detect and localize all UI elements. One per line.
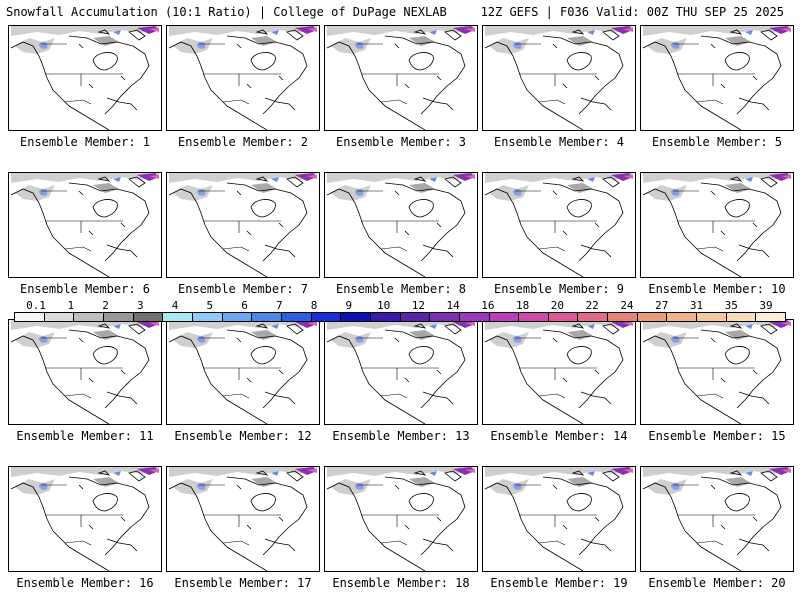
colorbar-tick-label: 10 <box>376 299 391 312</box>
colorbar-tick-label: 8 <box>310 299 318 312</box>
ensemble-map-20 <box>640 466 794 572</box>
ensemble-member-label: Ensemble Member: 8 <box>335 282 467 296</box>
ensemble-member-label: Ensemble Member: 7 <box>177 282 309 296</box>
colorbar-swatch <box>756 313 786 321</box>
colorbar-swatch <box>637 313 668 321</box>
colorbar-swatch <box>370 313 401 321</box>
ensemble-member-label: Ensemble Member: 3 <box>335 135 467 149</box>
ensemble-member-label: Ensemble Member: 20 <box>648 576 786 590</box>
ensemble-member-label: Ensemble Member: 5 <box>651 135 783 149</box>
ensemble-member-label: Ensemble Member: 18 <box>332 576 470 590</box>
ensemble-map-2 <box>166 25 320 131</box>
ensemble-map-9 <box>482 172 636 278</box>
colorbar-swatch <box>459 313 490 321</box>
ensemble-member-label: Ensemble Member: 10 <box>648 282 786 296</box>
colorbar-tick-label: 27 <box>655 299 669 312</box>
colorbar-tick-label: 0.1 <box>26 299 46 312</box>
colorbar-swatch <box>163 313 193 321</box>
ensemble-map-17 <box>166 466 320 572</box>
ensemble-member-label: Ensemble Member: 1 <box>19 135 151 149</box>
colorbar-tick-label: 12 <box>411 299 425 312</box>
ensemble-map-12 <box>166 319 320 425</box>
ensemble-map-5 <box>640 25 794 131</box>
colorbar-swatch <box>548 313 579 321</box>
colorbar-swatch <box>311 313 342 321</box>
colorbar-tick-label: 9 <box>345 299 353 312</box>
ensemble-map-6 <box>8 172 162 278</box>
colorbar-swatch <box>103 313 134 321</box>
colorbar-labels: 0.1 1 2 3 4 5 6 7 8 9 10 12 14 16 18 20 22 24 27 31 35 39 <box>14 300 786 312</box>
colorbar-tick-label: 31 <box>689 299 704 312</box>
colorbar-tick-label: 16 <box>481 299 495 312</box>
colorbar-tick-label: 3 <box>136 299 144 312</box>
ensemble-member-label: Ensemble Member: 4 <box>493 135 625 149</box>
colorbar-tick-label: 39 <box>759 299 773 312</box>
colorbar-swatch <box>489 313 520 321</box>
ensemble-map-19 <box>482 466 636 572</box>
colorbar-tick-label: 22 <box>585 299 599 312</box>
colorbar-swatches <box>14 312 786 322</box>
ensemble-member-label: Ensemble Member: 19 <box>490 576 628 590</box>
colorbar-swatch <box>667 313 698 321</box>
ensemble-member-label: Ensemble Member: 12 <box>174 429 312 443</box>
ensemble-member-label: Ensemble Member: 6 <box>19 282 151 296</box>
ensemble-map-16 <box>8 466 162 572</box>
ensemble-map-4 <box>482 25 636 131</box>
chart-title: Snowfall Accumulation (10:1 Ratio) | Col… <box>6 5 447 19</box>
colorbar-swatch <box>341 313 371 321</box>
ensemble-map-10 <box>640 172 794 278</box>
ensemble-member-label: Ensemble Member: 16 <box>16 576 154 590</box>
ensemble-member-label: Ensemble Member: 15 <box>648 429 786 443</box>
ensemble-map-13 <box>324 319 478 425</box>
colorbar-swatch <box>697 313 727 321</box>
colorbar-swatch <box>74 313 104 321</box>
colorbar-swatch <box>430 313 460 321</box>
colorbar-tick-label: 5 <box>206 299 214 312</box>
colorbar-swatch <box>133 313 164 321</box>
ensemble-map-3 <box>324 25 478 131</box>
colorbar-swatch <box>519 313 549 321</box>
colorbar-tick-label: 20 <box>550 299 565 312</box>
ensemble-map-15 <box>640 319 794 425</box>
colorbar-tick-label: 7 <box>276 299 283 312</box>
colorbar-legend: 0.1 1 2 3 4 5 6 7 8 9 10 12 14 16 18 20 22 24 27 31 35 39 <box>14 300 786 322</box>
ensemble-member-label: Ensemble Member: 9 <box>493 282 625 296</box>
colorbar-tick-label: 18 <box>516 299 530 312</box>
colorbar-swatch <box>192 313 223 321</box>
colorbar-swatch <box>252 313 282 321</box>
ensemble-member-label: Ensemble Member: 2 <box>177 135 309 149</box>
ensemble-map-7 <box>166 172 320 278</box>
colorbar-tick-label: 6 <box>241 299 248 312</box>
colorbar-tick-label: 24 <box>620 299 634 312</box>
colorbar-swatch <box>15 313 45 321</box>
colorbar-tick-label: 35 <box>724 299 738 312</box>
ensemble-map-11 <box>8 319 162 425</box>
colorbar-swatch <box>726 313 757 321</box>
colorbar-tick-label: 1 <box>67 299 75 312</box>
ensemble-member-label: Ensemble Member: 14 <box>490 429 628 443</box>
ensemble-map-1 <box>8 25 162 131</box>
ensemble-map-8 <box>324 172 478 278</box>
colorbar-tick-label: 14 <box>446 299 460 312</box>
ensemble-map-18 <box>324 466 478 572</box>
colorbar-tick-label: 4 <box>171 299 179 312</box>
colorbar-swatch <box>608 313 638 321</box>
colorbar-swatch <box>281 313 312 321</box>
colorbar-swatch <box>44 313 75 321</box>
colorbar-swatch <box>222 313 253 321</box>
colorbar-swatch <box>578 313 609 321</box>
colorbar-swatch <box>400 313 431 321</box>
ensemble-member-label: Ensemble Member: 13 <box>332 429 470 443</box>
ensemble-map-14 <box>482 319 636 425</box>
colorbar-tick-label: 2 <box>102 299 109 312</box>
ensemble-member-label: Ensemble Member: 17 <box>174 576 312 590</box>
model-run-valid-time: 12Z GEFS | F036 Valid: 00Z THU SEP 25 20… <box>480 5 784 19</box>
ensemble-member-label: Ensemble Member: 11 <box>16 429 154 443</box>
